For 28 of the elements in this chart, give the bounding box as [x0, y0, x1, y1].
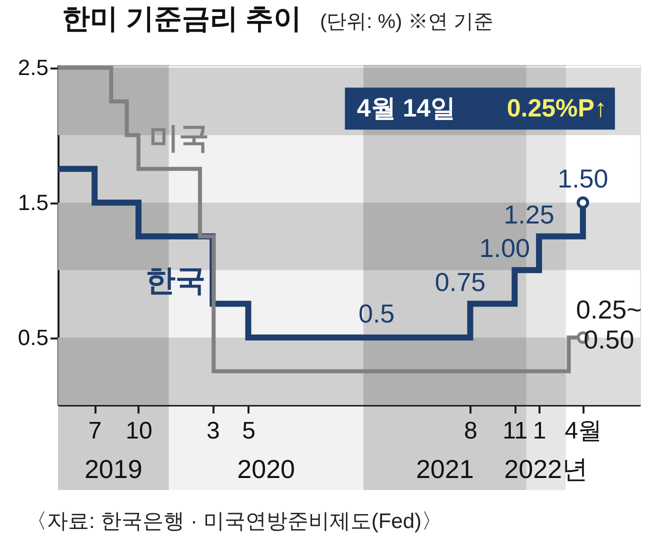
- y-tick-label: 1.5: [18, 190, 48, 216]
- x-tick-label: 7: [88, 418, 102, 444]
- x-tick-label: 3: [206, 418, 220, 444]
- annotation: 1.25: [504, 199, 554, 230]
- annotation: 1.00: [479, 233, 530, 264]
- x-tick-label: 11: [502, 418, 528, 444]
- text: 〈자료: 한국은행 · 미국연방준비제도(Fed)〉: [26, 510, 443, 533]
- series-label: 미국: [149, 122, 210, 155]
- annotation: 0.5: [358, 298, 395, 329]
- x-tick-label: 5: [242, 418, 256, 444]
- y-tick-label: 0.5: [18, 325, 48, 350]
- annotation: 0.75: [434, 266, 486, 297]
- x-tick-label: 4월: [564, 418, 602, 444]
- chart-title: 한미 기준금리 추이: [62, 3, 302, 34]
- annotation: 0.25~ 0.50: [576, 294, 642, 355]
- x-tick-label: 10: [126, 418, 152, 444]
- series-label: 한국: [146, 264, 206, 298]
- band-label: 2020: [237, 454, 295, 484]
- band-label: 2019: [84, 454, 142, 484]
- band-label: 2022년: [504, 454, 588, 484]
- band-label: 2021: [416, 454, 474, 484]
- chart-subtitle: (단위: %) ※연 기준: [320, 11, 494, 33]
- x-tick-label: 1: [532, 418, 546, 444]
- y-tick-label: 2.5: [18, 55, 48, 80]
- annotation: 0.25%P↑: [506, 94, 607, 123]
- x-tick-label: 8: [464, 418, 478, 444]
- annotation: 1.50: [558, 164, 608, 194]
- annotation: 4월 14일: [356, 94, 456, 123]
